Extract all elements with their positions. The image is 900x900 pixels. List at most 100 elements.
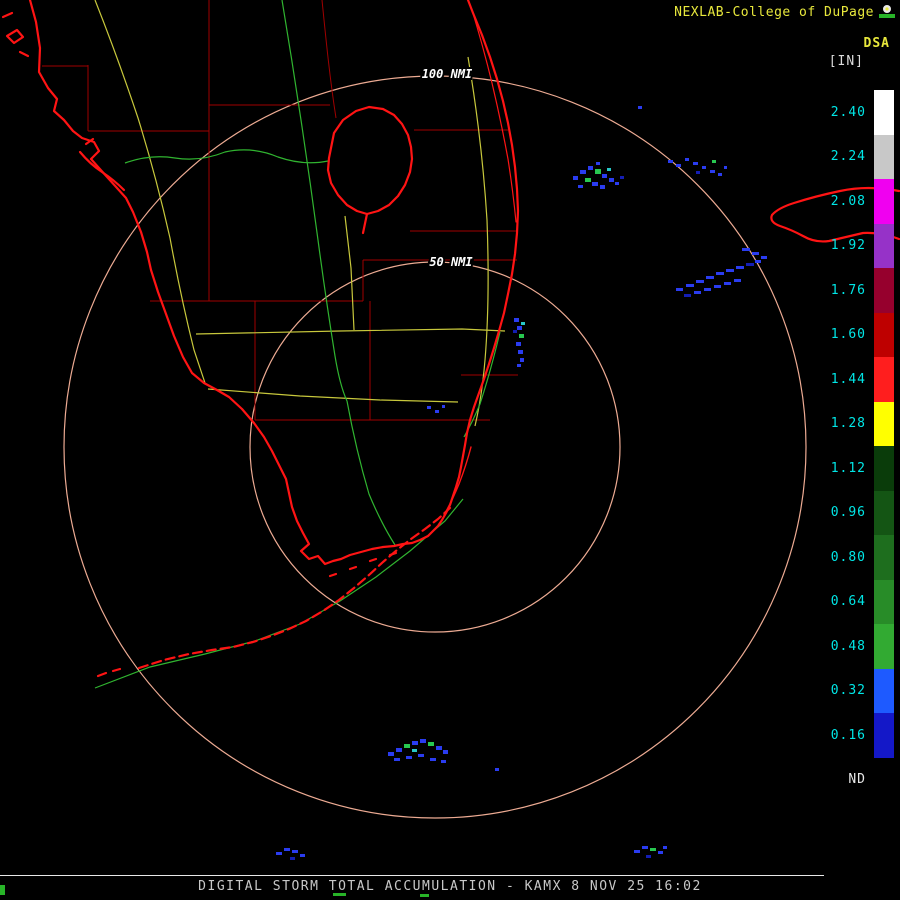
colorbar-value-label: 0.80 xyxy=(830,549,866,565)
colorbar-value-label: 2.08 xyxy=(830,193,866,209)
colorbar-color-cell xyxy=(874,401,894,446)
radar-echo xyxy=(588,166,593,170)
radar-echo xyxy=(518,350,523,354)
colorbar-row: 0.16 xyxy=(814,713,894,758)
colorbar-color-cell xyxy=(874,357,894,402)
radar-echo xyxy=(686,284,694,287)
colorbar-value-label: 1.92 xyxy=(830,238,866,254)
radar-echo xyxy=(620,176,624,179)
radar-echo xyxy=(412,741,418,745)
radar-echo xyxy=(573,176,578,180)
radar-echo xyxy=(435,410,439,413)
radar-echo xyxy=(712,160,716,163)
colorbar-color-cell xyxy=(874,90,894,135)
radar-echo xyxy=(428,742,434,746)
colorbar-row: 2.40 xyxy=(814,90,894,135)
radar-echo xyxy=(513,330,517,333)
units-label: [IN] xyxy=(828,54,864,69)
radar-echo xyxy=(634,850,640,853)
radar-echo xyxy=(746,263,754,266)
radar-echo xyxy=(578,185,583,188)
colorbar-row: 2.24 xyxy=(814,134,894,179)
colorbar-color-cell xyxy=(874,713,894,758)
radar-echo xyxy=(685,158,689,161)
radar-echo xyxy=(517,326,522,330)
radar-echo xyxy=(650,848,656,851)
colorbar-value-label: 1.12 xyxy=(830,460,866,476)
barrier-islands-east xyxy=(471,9,517,223)
radar-echo xyxy=(412,749,417,752)
colorbar-value-label: 0.48 xyxy=(830,638,866,654)
grand-bahama-coastline xyxy=(770,186,900,243)
colorbar-value-label: 1.60 xyxy=(830,327,866,343)
radar-echo xyxy=(696,171,700,174)
colorbar-value-label: 0.16 xyxy=(830,727,866,743)
radar-echo xyxy=(396,748,402,752)
colorbar-row: 0.48 xyxy=(814,624,894,669)
colorbar-row: ND xyxy=(814,757,894,802)
radar-echo xyxy=(517,364,521,367)
colorbar-row: 1.76 xyxy=(814,268,894,313)
colorbar-row: 0.96 xyxy=(814,490,894,535)
radar-echo xyxy=(388,752,394,756)
radar-echo xyxy=(290,857,295,860)
radar-echo xyxy=(430,758,436,761)
radar-echo xyxy=(495,768,499,771)
radar-echo xyxy=(646,855,651,858)
range-rings-layer xyxy=(63,75,807,819)
radar-echo xyxy=(706,276,714,279)
radar-echo xyxy=(292,850,298,853)
florida-coastline xyxy=(28,0,520,566)
radar-echo xyxy=(668,160,673,163)
radar-echo xyxy=(724,166,727,169)
radar-echo xyxy=(736,266,744,269)
radar-echo xyxy=(520,358,524,362)
radar-echo xyxy=(580,170,586,174)
colorbar-row: 1.12 xyxy=(814,446,894,491)
colorbar-color-cell xyxy=(874,446,894,491)
green-tick xyxy=(420,894,429,897)
product-caption: DIGITAL STORM TOTAL ACCUMULATION - KAMX … xyxy=(198,879,702,894)
radar-echo xyxy=(609,178,614,182)
caloosahatchee-river xyxy=(124,149,329,164)
radar-echo xyxy=(420,739,426,743)
radar-echo xyxy=(658,851,663,854)
radar-echo xyxy=(755,260,761,263)
site-title: NEXLAB-College of DuPage xyxy=(674,5,874,20)
radar-echo xyxy=(519,334,524,338)
highways-green-layer xyxy=(94,0,501,689)
radar-echo xyxy=(726,269,734,272)
green-tick xyxy=(333,893,346,896)
radar-echo xyxy=(761,256,767,259)
radar-echo xyxy=(676,164,681,167)
range-ring-label-50nmi: 50 NMI xyxy=(429,255,473,269)
radar-echo xyxy=(521,322,525,325)
radar-echo xyxy=(600,185,605,189)
colorbar-color-cell xyxy=(874,535,894,580)
colorbar-row: 1.92 xyxy=(814,223,894,268)
radar-echo xyxy=(752,252,759,255)
radar-echo xyxy=(596,162,600,165)
radar-echo xyxy=(602,174,607,178)
radar-echo xyxy=(714,285,721,288)
bottom-border-line xyxy=(0,875,824,876)
colorbar-color-cell xyxy=(874,268,894,313)
radar-echo xyxy=(642,846,648,849)
radar-echo xyxy=(441,760,446,763)
colorbar-row: 2.08 xyxy=(814,179,894,224)
radar-echo xyxy=(684,294,691,297)
radar-echo xyxy=(710,170,715,173)
radar-echo xyxy=(696,280,704,283)
county-lines-layer xyxy=(42,0,518,421)
colorbar-row: 0.80 xyxy=(814,535,894,580)
radar-echo xyxy=(638,106,642,109)
radar-echo xyxy=(585,178,591,182)
radar-echo xyxy=(443,750,448,754)
coastline-layer xyxy=(1,0,900,678)
radar-echo xyxy=(394,758,400,761)
range-ring-label-100nmi: 100 NMI xyxy=(422,67,473,81)
colorbar-value-label: 2.24 xyxy=(830,149,866,165)
radar-echo xyxy=(663,846,667,849)
radar-echo xyxy=(676,288,683,291)
